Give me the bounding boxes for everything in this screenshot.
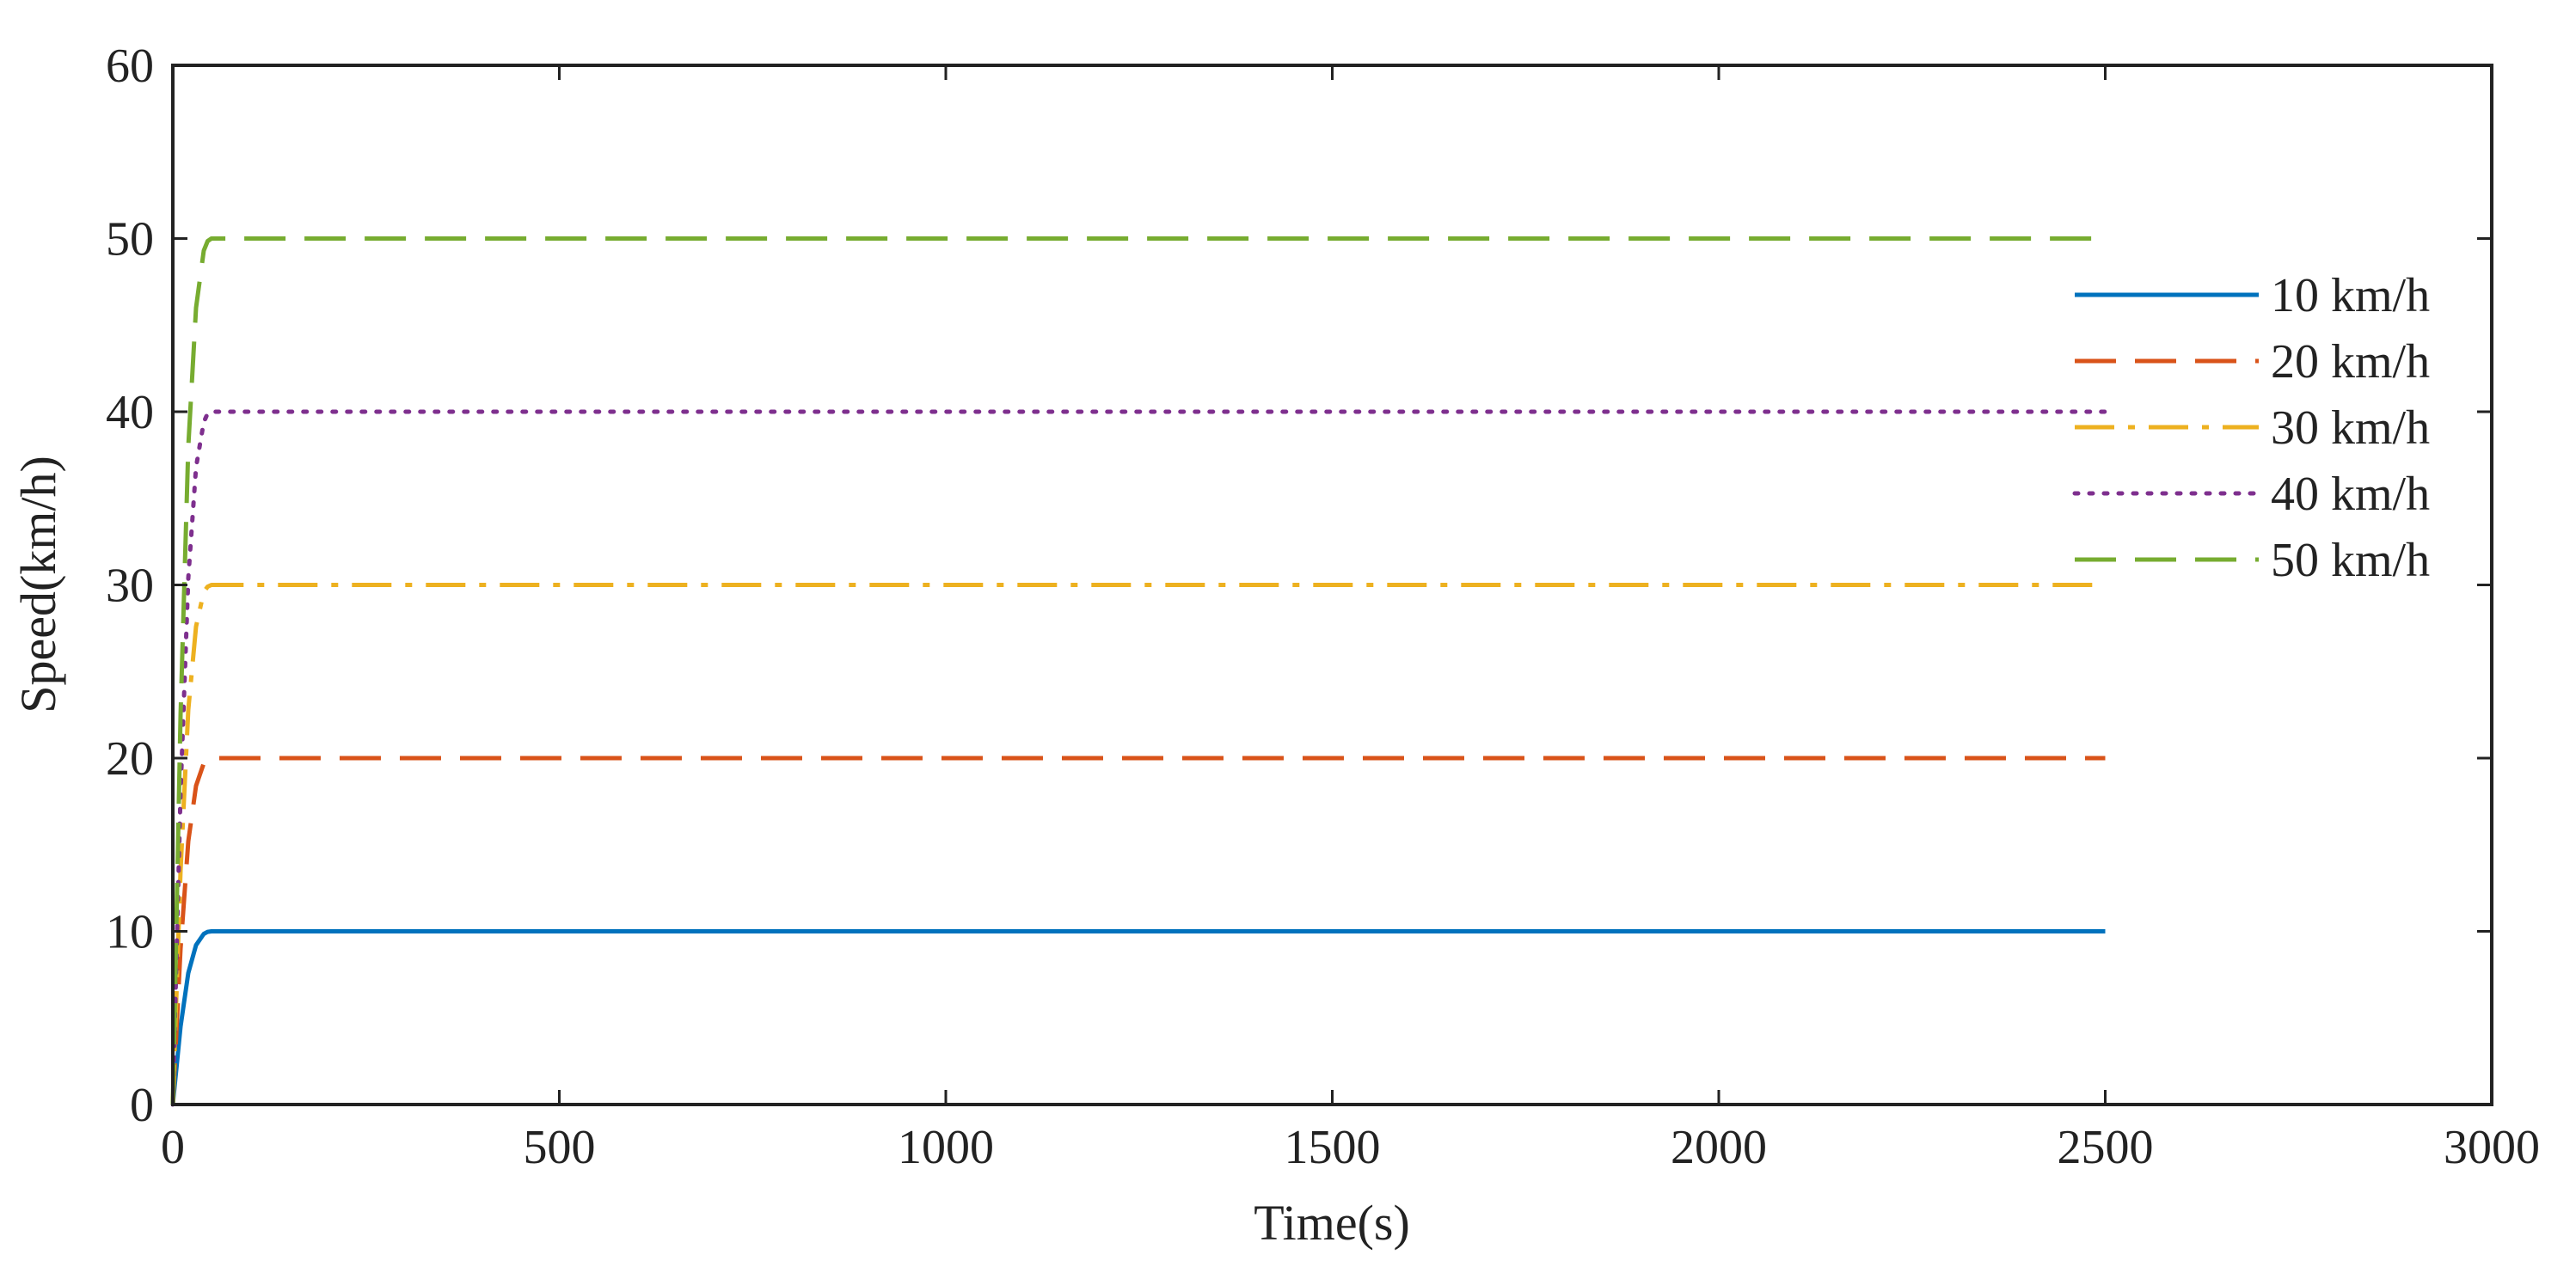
series-line-40-km-h [170,409,2107,1107]
x-tick-label: 1000 [898,1121,994,1174]
x-tick-label: 2000 [1671,1121,1767,1174]
y-tick-label: 20 [106,732,154,786]
series-line-30-km-h [170,583,2106,1105]
series-line-10-km-h [170,929,2106,1105]
series-lines [170,236,2107,1107]
y-tick-label: 0 [130,1079,154,1132]
legend-label-40-km-h: 40 km/h [2271,468,2430,521]
series-line-20-km-h [170,756,2106,1105]
x-tick-label: 0 [161,1121,185,1174]
series-line-50-km-h [170,236,2106,1105]
x-tick-label: 2500 [2058,1121,2154,1174]
x-tick-label: 1500 [1285,1121,1381,1174]
y-tick-label: 60 [106,40,154,93]
y-tick-label: 30 [106,560,154,613]
legend-label-10-km-h: 10 km/h [2271,269,2430,322]
x-tick-label: 3000 [2444,1121,2540,1174]
y-tick-label: 40 [106,386,154,439]
y-axis-label: Speed(km/h) [10,456,66,713]
x-tick-label: 500 [524,1121,596,1174]
legend: 10 km/h 20 km/h 30 km/h 40 km/h 50 km/h [2072,269,2430,587]
x-axis-label: Time(s) [1254,1195,1410,1251]
axis-ticks: 0 500 1000 1500 2000 2500 3000 0 10 20 30 40 50 60 [106,40,2540,1174]
legend-label-20-km-h: 20 km/h [2271,335,2430,389]
y-tick-label: 10 [106,906,154,959]
legend-label-30-km-h: 30 km/h [2271,401,2430,455]
legend-label-50-km-h: 50 km/h [2271,534,2430,587]
y-tick-label: 50 [106,213,154,266]
